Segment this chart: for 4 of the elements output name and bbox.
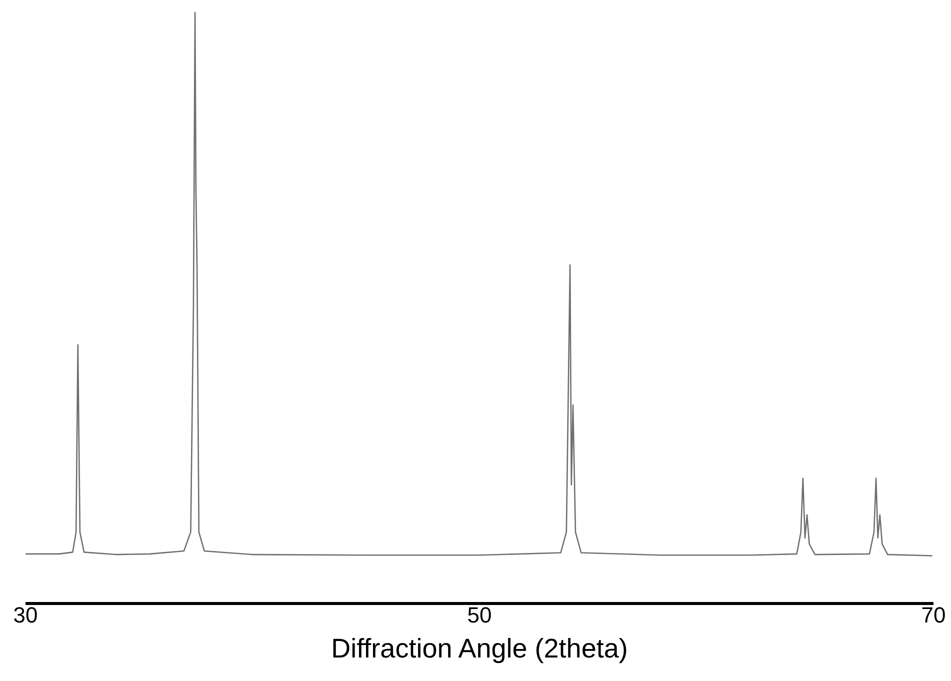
x-axis-title: Diffraction Angle (2theta) [331, 634, 628, 664]
x-tick-label: 70 [921, 602, 946, 628]
x-tick-label: 30 [13, 602, 38, 628]
x-tick-label: 50 [467, 602, 492, 628]
